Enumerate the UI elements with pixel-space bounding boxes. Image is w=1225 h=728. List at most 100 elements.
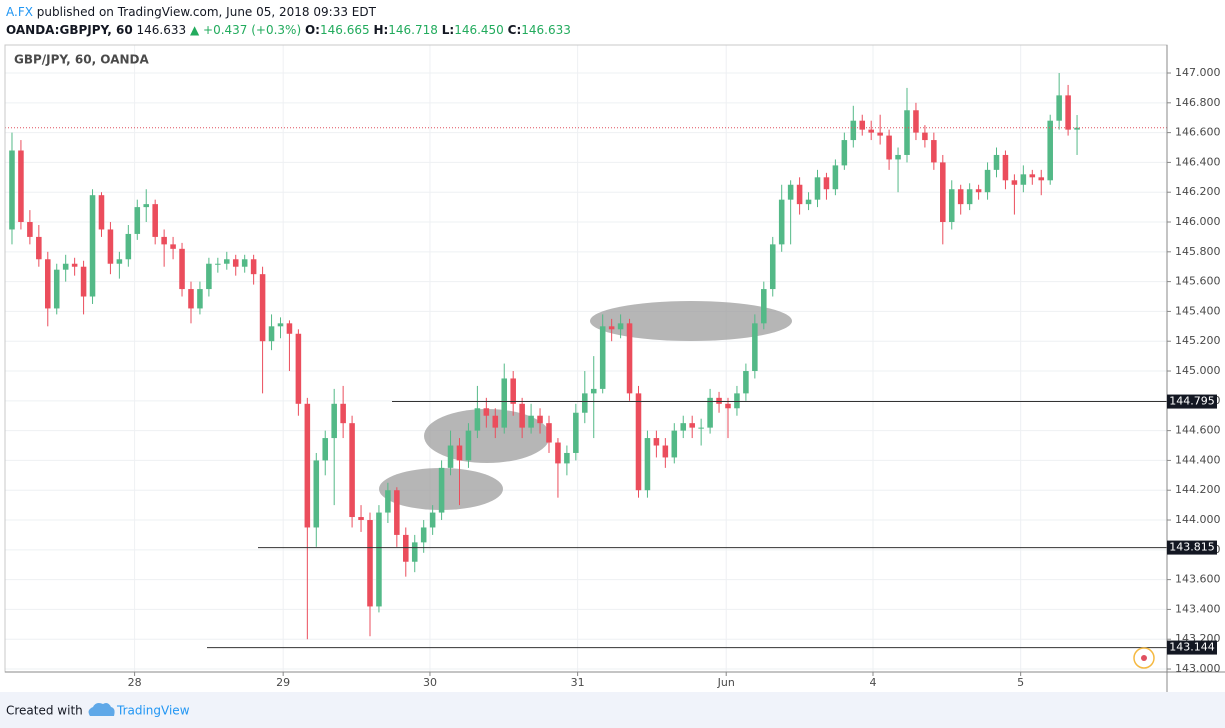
c-label: C: (508, 23, 522, 37)
y-tick-label: 146.400 (1175, 155, 1221, 168)
symbol-label: GBP/JPY, 60, OANDA (14, 53, 149, 67)
h-label: H: (373, 23, 388, 37)
candle-body (644, 438, 651, 491)
candle-body (376, 512, 382, 607)
candle-body (796, 184, 803, 205)
candle-body (340, 403, 346, 424)
change: +0.437 (+0.3%) (203, 23, 301, 37)
candle-body (62, 263, 69, 270)
candle-body (429, 512, 436, 528)
candle-body (1074, 127, 1080, 130)
y-tick-label: 146.000 (1175, 215, 1221, 228)
candle-body (537, 415, 543, 424)
y-tick-label: 145.400 (1175, 304, 1221, 317)
level-label-bg (1167, 540, 1217, 555)
candle-body (582, 393, 588, 413)
x-tick-label: 31 (571, 676, 585, 689)
candle-body (53, 269, 60, 309)
candle-body (984, 169, 991, 193)
open: 146.665 (320, 23, 370, 37)
candle-body (116, 259, 123, 264)
candle-body (80, 266, 87, 297)
l-label: L: (442, 23, 454, 37)
candle-body (268, 326, 275, 342)
candle-body (420, 527, 427, 543)
candle-body (957, 189, 964, 205)
candle-body (1020, 174, 1027, 185)
candle-body (1038, 177, 1045, 181)
high: 146.718 (388, 23, 438, 37)
overlays (5, 127, 1167, 649)
candle-body (617, 323, 624, 330)
candle-body (456, 445, 463, 461)
candle-body (922, 132, 928, 141)
logo[interactable] (88, 703, 115, 716)
y-tick-label: 146.800 (1175, 96, 1221, 109)
x-tick-label: Jun (717, 676, 735, 689)
x-tick-label: 29 (276, 676, 290, 689)
candle-body (295, 333, 302, 404)
candle-body (215, 263, 221, 265)
candle-body (590, 388, 597, 394)
candle-body (1029, 174, 1036, 178)
y-tick-label: 144.200 (1175, 483, 1221, 496)
x-tick-label: 28 (128, 676, 142, 689)
candle-body (752, 323, 758, 372)
candle-body (492, 415, 499, 428)
candle-body (483, 408, 490, 416)
candle-body (259, 274, 266, 342)
low: 146.450 (454, 23, 504, 37)
candle-body (1065, 95, 1071, 130)
candle-body (385, 490, 391, 513)
candle-body (188, 289, 194, 309)
candle-body (832, 165, 839, 190)
candle-body (510, 378, 516, 404)
candle-body (940, 162, 946, 223)
footer-link[interactable]: TradingView (116, 704, 190, 718)
candle-body (975, 189, 982, 193)
candle-body (313, 460, 320, 528)
candle-body (447, 445, 454, 468)
candle-body (179, 248, 185, 290)
footer-text: Created with (6, 704, 83, 718)
candle-body (170, 244, 176, 249)
candle-body (519, 403, 525, 428)
close: 146.633 (521, 23, 571, 37)
candle-body (161, 236, 167, 245)
candle-body (107, 229, 114, 264)
candle-body (680, 423, 687, 431)
candle-body (1011, 180, 1018, 185)
candle-body (438, 467, 445, 513)
candle-body (626, 323, 633, 394)
candle-body (778, 199, 785, 245)
y-tick-label: 145.600 (1175, 275, 1221, 288)
y-tick-label: 144.000 (1175, 513, 1221, 526)
footer (0, 692, 1225, 728)
highlight-ellipse (590, 301, 792, 341)
candle-body (555, 442, 561, 464)
candle-body (993, 154, 1000, 170)
o-label: O: (305, 23, 320, 37)
candle-body (134, 207, 141, 234)
candle-body (913, 110, 919, 133)
candle-body (411, 542, 418, 562)
candle-body (465, 430, 472, 461)
arrow: ▲ (190, 23, 200, 37)
candle-body (805, 199, 812, 205)
candle-body (18, 150, 24, 223)
level-label: 143.815 (1169, 541, 1215, 554)
candle-body (474, 408, 481, 431)
candle-body (394, 490, 400, 535)
candle-body (143, 204, 150, 208)
candle-body (304, 403, 311, 528)
publish-line: A.FX published on TradingView.com, June … (6, 5, 377, 19)
candle-body (761, 289, 767, 324)
candle-body (349, 423, 355, 518)
candle-body (45, 259, 51, 309)
candle-body (206, 263, 212, 290)
x-tick-label: 5 (1017, 676, 1024, 689)
candle-body (608, 326, 615, 330)
candle-body (725, 403, 731, 409)
